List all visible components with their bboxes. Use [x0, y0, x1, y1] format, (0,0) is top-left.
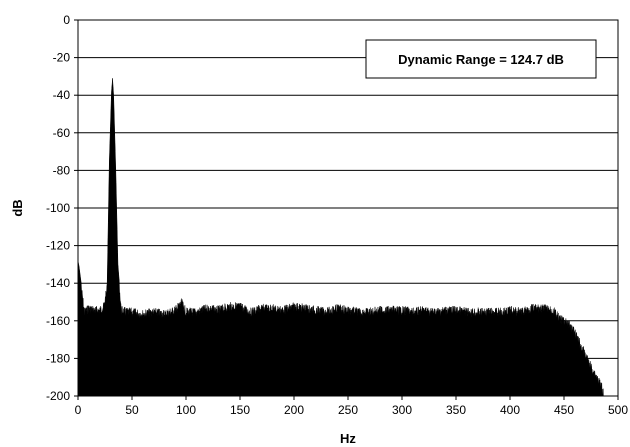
x-tick-label: 200 [284, 403, 304, 417]
spectrum-area [77, 78, 606, 397]
y-tick-label: -120 [46, 239, 70, 253]
x-axis-label: Hz [340, 431, 356, 446]
y-tick-label: -180 [46, 351, 70, 365]
x-tick-label: 500 [608, 403, 628, 417]
y-tick-label: -40 [53, 88, 71, 102]
y-tick-label: -160 [46, 314, 70, 328]
y-tick-label: -100 [46, 201, 70, 215]
annotation-box [365, 39, 597, 79]
y-tick-label: -60 [53, 126, 71, 140]
x-tick-label: 0 [75, 403, 82, 417]
x-axis-ticks: 0 50 100 150 200 250 300 350 400 450 500 [75, 396, 628, 417]
x-tick-label: 450 [554, 403, 574, 417]
x-tick-label: 100 [176, 403, 196, 417]
y-tick-label: 0 [63, 13, 70, 27]
x-tick-label: 150 [230, 403, 250, 417]
dynamic-range-annotation: Dynamic Range = 124.7 dB [365, 39, 597, 79]
y-axis-ticks: 0 -20 -40 -60 -80 -100 -120 -140 -160 -180 -200 [46, 13, 78, 403]
annotation-text: Dynamic Range = 124.7 dB [398, 52, 564, 67]
x-tick-label: 350 [446, 403, 466, 417]
y-axis-label: dB [10, 199, 25, 216]
x-tick-label: 300 [392, 403, 412, 417]
y-tick-label: -20 [53, 51, 71, 65]
y-tick-label: -140 [46, 276, 70, 290]
x-tick-label: 250 [338, 403, 358, 417]
y-tick-label: -80 [53, 163, 71, 177]
x-tick-label: 400 [500, 403, 520, 417]
y-tick-label: -200 [46, 389, 70, 403]
x-tick-label: 50 [125, 403, 139, 417]
